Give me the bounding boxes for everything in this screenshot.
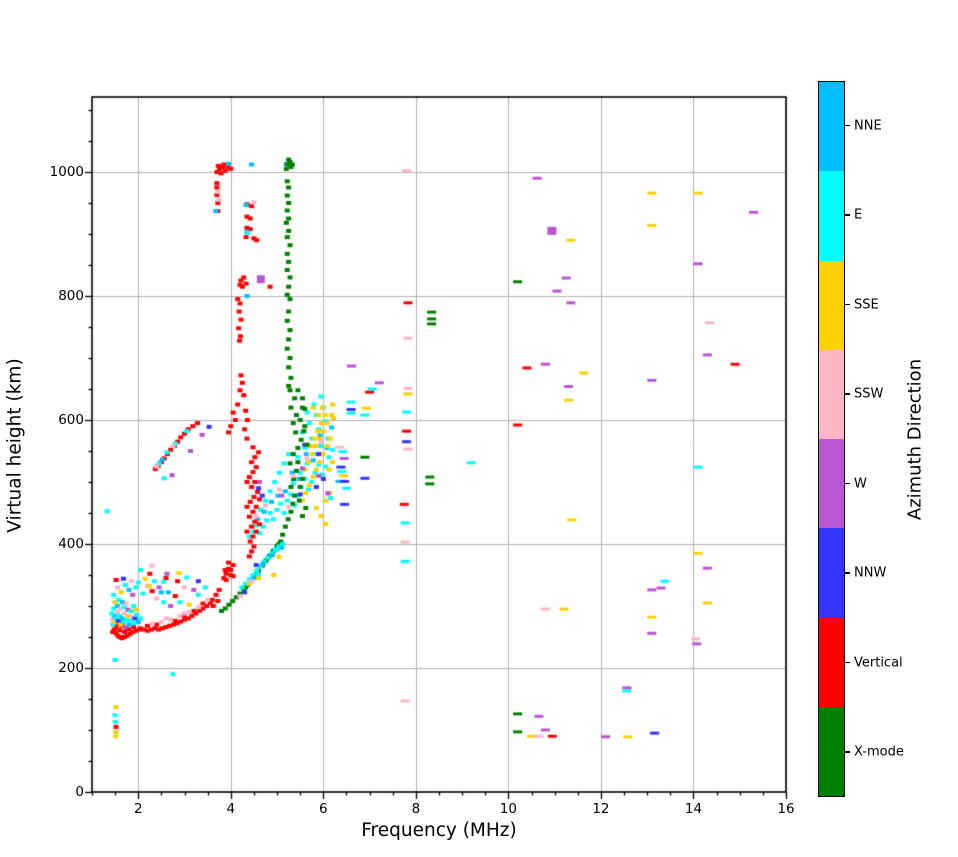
colorbar: [818, 81, 845, 797]
colorbar-label-ssw: SSW: [854, 386, 884, 402]
x-tick-label: 2: [133, 801, 143, 817]
x-tick-label: 14: [684, 801, 703, 817]
colorbar-segment-e: [819, 171, 844, 261]
colorbar-segment-w: [819, 439, 844, 529]
colorbar-label-w: W: [854, 476, 867, 492]
x-tick-label: 4: [226, 801, 236, 817]
y-tick-label: 1000: [49, 164, 84, 181]
y-axis-label: Virtual height (km): [4, 358, 26, 533]
x-axis-label: Frequency (MHz): [361, 820, 517, 841]
colorbar-segment-nnw: [819, 528, 844, 618]
colorbar-label-vertical: Vertical: [854, 655, 903, 671]
colorbar-label-e: E: [854, 207, 863, 223]
colorbar-tick: [845, 303, 850, 306]
y-tick-label: 600: [58, 412, 84, 428]
colorbar-segment-nne: [819, 82, 844, 172]
x-tick-label: 6: [319, 801, 328, 817]
colorbar-label-x-mode: X-mode: [854, 744, 904, 760]
colorbar-segment-x-mode: [819, 706, 844, 796]
colorbar-label-nnw: NNW: [854, 565, 887, 581]
colorbar-tick: [845, 482, 850, 485]
x-tick-label: 16: [777, 801, 795, 817]
colorbar-label-sse: SSE: [854, 297, 879, 313]
y-tick-label: 0: [75, 784, 84, 800]
y-tick-label: 400: [58, 536, 84, 552]
colorbar-segment-vertical: [819, 617, 844, 707]
colorbar-tick: [845, 751, 850, 753]
x-tick-label: 12: [592, 801, 610, 817]
colorbar-tick: [845, 214, 850, 216]
colorbar-segment-sse: [819, 260, 844, 350]
colorbar-tick: [845, 393, 850, 395]
colorbar-segment-ssw: [819, 349, 844, 439]
colorbar-tick: [845, 661, 850, 664]
y-tick-label: 200: [58, 660, 84, 676]
x-tick-label: 8: [411, 801, 421, 817]
x-tick-label: 10: [499, 801, 517, 817]
colorbar-tick: [845, 572, 850, 574]
colorbar-tick: [845, 124, 850, 127]
colorbar-label-nne: NNE: [854, 118, 882, 134]
y-tick-label: 800: [58, 288, 84, 304]
colorbar-axis-label: Azimuth Direction: [904, 358, 926, 521]
